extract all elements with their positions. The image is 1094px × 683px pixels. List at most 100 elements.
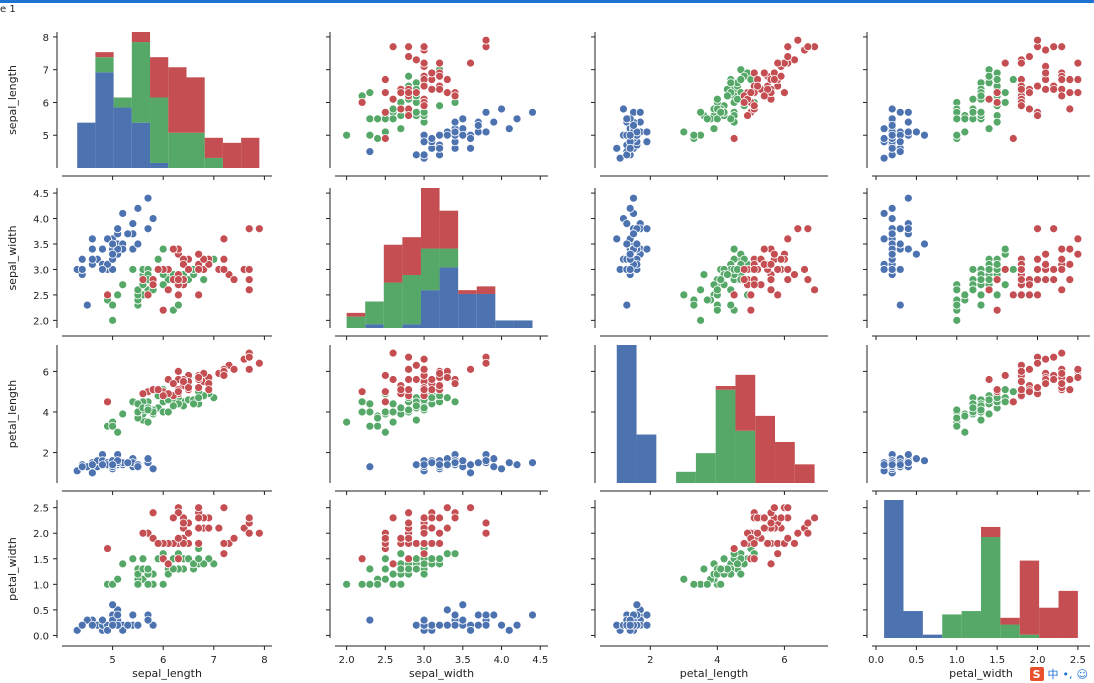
scatter-point: [729, 134, 739, 143]
scatter-point: [743, 111, 752, 120]
scatter-point: [783, 503, 793, 513]
scatter-point: [481, 518, 491, 528]
scatter-point: [133, 462, 143, 472]
scatter-point: [113, 224, 123, 234]
scatter-point: [103, 544, 112, 553]
scatter-point: [920, 239, 929, 249]
scatter-point: [952, 300, 962, 310]
hist-bar: [439, 267, 459, 328]
scatter-point: [194, 265, 204, 274]
scatter-point: [1073, 373, 1083, 382]
scatter-point: [194, 523, 204, 533]
scatter-point: [689, 579, 699, 589]
scatter-point: [803, 275, 813, 285]
scatter-point: [427, 458, 437, 468]
hist-bar: [636, 434, 657, 483]
scatter-point: [123, 620, 133, 630]
scatter-point: [1065, 75, 1075, 84]
scatter-point: [466, 468, 475, 478]
ime-logo-icon[interactable]: S: [1029, 667, 1044, 681]
scatter-point: [380, 564, 390, 574]
scatter-point: [143, 290, 153, 300]
scatter-point: [903, 107, 913, 117]
scatter-point: [879, 153, 889, 163]
scatter-point: [148, 464, 158, 474]
scatter-point: [435, 58, 444, 68]
hist-bar: [131, 42, 151, 123]
scatter-point: [895, 300, 905, 310]
scatter-point: [1008, 265, 1018, 274]
scatter-point: [1008, 134, 1018, 143]
scatter-point: [960, 427, 970, 437]
scatter-point: [158, 244, 168, 254]
hist-bar: [476, 286, 496, 294]
scatter-point: [920, 130, 929, 140]
hist-bar: [1039, 607, 1059, 638]
scatter-point: [396, 579, 406, 589]
scatter-point: [783, 42, 793, 52]
y-tick-label: 3.5: [33, 240, 49, 251]
scatter-point: [879, 134, 889, 143]
scatter-point: [411, 55, 421, 65]
scatter-point: [173, 275, 183, 285]
scatter-point: [702, 114, 712, 124]
window-accent-bar: [0, 0, 1094, 3]
scatter-point: [976, 107, 986, 117]
scatter-point: [419, 549, 429, 559]
scatter-point: [642, 610, 652, 620]
x-tick-label: 0.5: [908, 655, 924, 666]
scatter-point: [723, 91, 732, 101]
scatter-point: [365, 407, 375, 417]
panel-petal_width-vs-petal_length: 2 4 6 petal_length: [591, 500, 828, 680]
scatter-point: [419, 354, 429, 364]
scatter-point: [365, 564, 375, 574]
hist-bar: [981, 526, 1001, 538]
smile-icon[interactable]: ☺: [1076, 667, 1088, 681]
hist-bar: [981, 537, 1001, 638]
scatter-point: [148, 280, 158, 290]
scatter-point: [244, 513, 254, 523]
scatter-point: [466, 625, 475, 635]
hist-bar: [77, 122, 96, 168]
scatter-point: [1041, 84, 1050, 94]
y-tick-label: 1.0: [33, 580, 49, 591]
scatter-point: [427, 539, 437, 548]
scatter-point: [1049, 84, 1059, 94]
hist-bar: [150, 57, 169, 98]
ime-toolbar[interactable]: S 中 •, ☺: [1027, 666, 1090, 682]
scatter-point: [887, 104, 897, 114]
x-axis-label: sepal_width: [409, 667, 474, 680]
scatter-point: [759, 523, 769, 533]
scatter-point: [419, 137, 429, 147]
scatter-point: [179, 518, 188, 528]
scatter-point: [365, 147, 375, 157]
scatter-point: [887, 249, 897, 259]
scatter-point: [642, 244, 652, 254]
scatter-point: [679, 290, 689, 300]
scatter-point: [380, 134, 390, 143]
scatter-point: [642, 137, 652, 147]
scatter-point: [173, 290, 183, 300]
scatter-point: [419, 403, 429, 413]
scatter-point: [879, 460, 889, 470]
scatter-point: [1073, 249, 1083, 259]
scatter-point: [739, 275, 749, 285]
ime-punct-toggle[interactable]: •,: [1062, 667, 1073, 681]
scatter-point: [466, 460, 475, 470]
scatter-point: [450, 458, 460, 468]
scatter-point: [679, 127, 689, 137]
scatter-point: [736, 75, 746, 84]
y-tick-label: 4.5: [33, 189, 49, 200]
scatter-point: [458, 130, 468, 140]
scatter-point: [992, 305, 1002, 315]
scatter-point: [895, 239, 905, 249]
ime-mode-toggle[interactable]: 中: [1047, 668, 1059, 681]
scatter-point: [984, 71, 994, 81]
scatter-point: [1057, 379, 1067, 388]
scatter-point: [411, 88, 421, 98]
hist-bar: [942, 614, 962, 638]
scatter-point: [442, 75, 452, 84]
scatter-point: [481, 456, 491, 466]
scatter-point: [887, 143, 897, 153]
scatter-point: [450, 127, 460, 137]
